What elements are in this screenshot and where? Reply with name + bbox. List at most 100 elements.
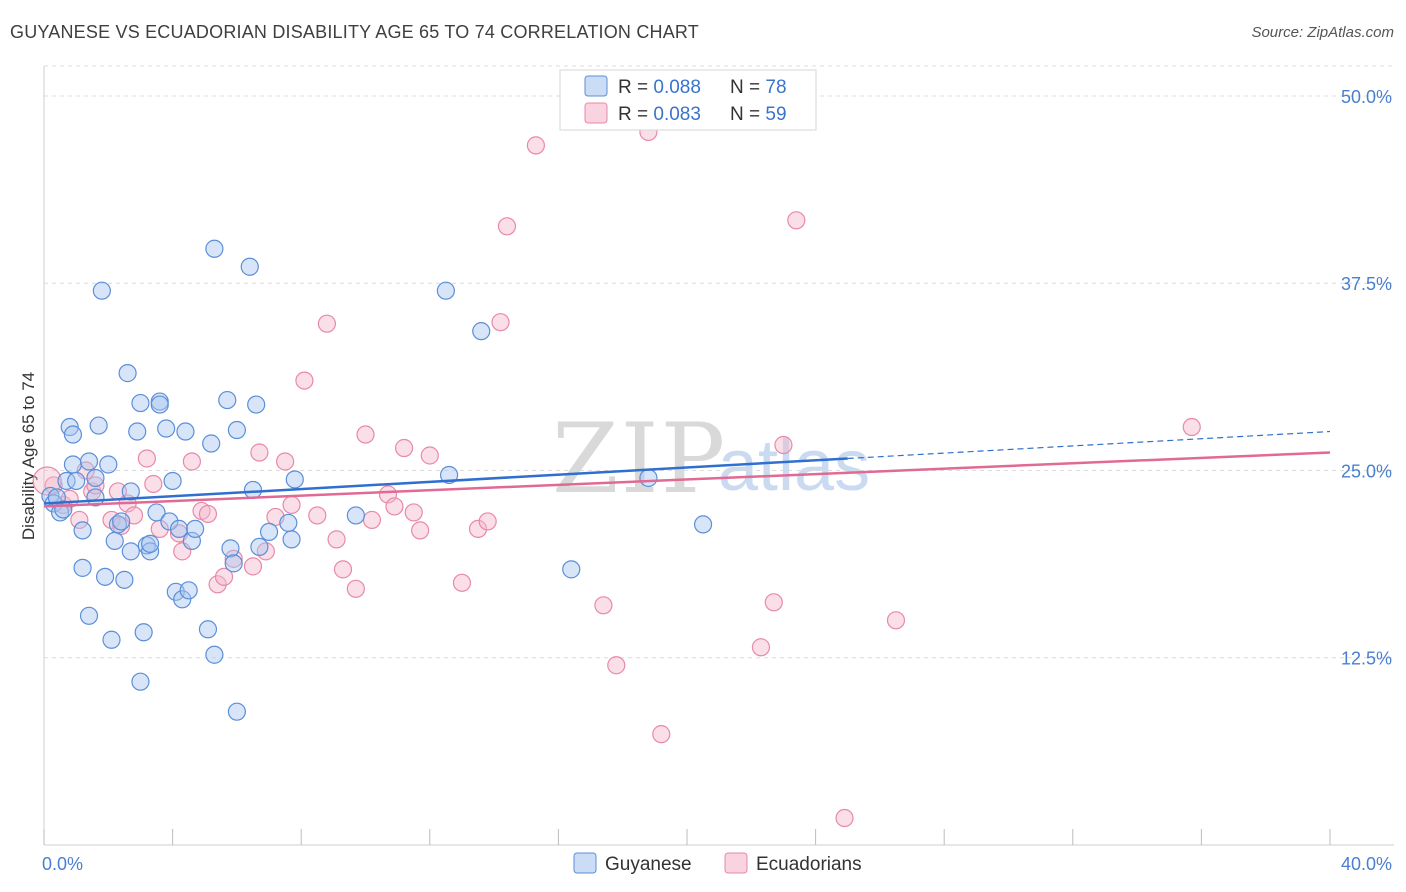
guyanese-point bbox=[693, 515, 713, 534]
ecuadorians-point bbox=[478, 512, 497, 531]
ecuadorians-point bbox=[144, 474, 163, 494]
svg-text:N = 78: N = 78 bbox=[730, 77, 787, 98]
guyanese-point bbox=[169, 519, 189, 539]
ecuadorians-point bbox=[385, 497, 404, 516]
y-tick-label: 37.5% bbox=[1341, 274, 1392, 294]
guyanese-point bbox=[147, 503, 166, 522]
guyanese-point bbox=[227, 420, 246, 440]
ecuadorians-point bbox=[1182, 417, 1201, 437]
guyanese-point bbox=[205, 239, 224, 258]
ecuadorians-point bbox=[394, 438, 414, 458]
guyanese-point bbox=[639, 468, 658, 488]
ecuadorians-point bbox=[250, 443, 269, 462]
ecuadorians-point bbox=[652, 725, 671, 744]
guyanese-point bbox=[259, 522, 279, 542]
guyanese-point bbox=[134, 623, 153, 642]
guyanese-point bbox=[73, 521, 92, 540]
ecuadorians-point bbox=[452, 573, 472, 592]
ecuadorians-point bbox=[607, 656, 626, 675]
chart-source: Source: ZipAtlas.com bbox=[1251, 24, 1394, 41]
guyanese-point bbox=[121, 482, 140, 501]
guyanese-point bbox=[150, 395, 169, 414]
ecuadorians-point bbox=[764, 593, 783, 612]
guyanese-point bbox=[157, 419, 176, 438]
guyanese-point bbox=[176, 422, 195, 441]
guyanese-point bbox=[105, 531, 124, 550]
guyanese-point bbox=[173, 590, 192, 609]
guyanese-point bbox=[115, 570, 134, 589]
guyanese-point bbox=[79, 606, 99, 625]
series-legend-swatch-ecuadorians[interactable] bbox=[724, 852, 748, 874]
guyanese-point bbox=[227, 702, 246, 721]
guyanese-point bbox=[67, 471, 86, 491]
guyanese-point bbox=[282, 530, 301, 549]
guyanese-point bbox=[63, 455, 83, 474]
guyanese-point bbox=[118, 364, 137, 383]
legend-n-label-ecuadorians: N = bbox=[730, 104, 765, 125]
legend-swatch-guyanese bbox=[584, 75, 608, 97]
guyanese-point bbox=[73, 558, 92, 577]
guyanese-point bbox=[439, 465, 459, 485]
legend-r-label-ecuadorians: R = bbox=[618, 104, 653, 125]
y-axis-label: Disability Age 65 to 74 bbox=[19, 372, 38, 540]
guyanese-point bbox=[131, 672, 150, 691]
ecuadorians-point bbox=[243, 557, 263, 576]
ecuadorians-point bbox=[276, 452, 295, 471]
legend-n-label-guyanese: N = bbox=[730, 77, 765, 98]
ecuadorians-point bbox=[886, 611, 906, 630]
guyanese-point bbox=[179, 581, 198, 600]
guyanese-point bbox=[108, 515, 128, 534]
trend-lines bbox=[43, 430, 1331, 508]
guyanese-point bbox=[121, 542, 140, 561]
series-legend-label-guyanese[interactable]: Guyanese bbox=[605, 854, 692, 875]
x-tick-label-min: 0.0% bbox=[42, 854, 83, 874]
svg-text:R = 0.083: R = 0.083 bbox=[618, 104, 701, 125]
guyanese-point bbox=[163, 471, 182, 491]
guyanese-point bbox=[128, 422, 147, 441]
guyanese-point bbox=[57, 471, 76, 491]
guyanese-point bbox=[285, 470, 304, 489]
ecuadorians-point bbox=[295, 371, 314, 390]
series-legend-label-ecuadorians[interactable]: Ecuadorians bbox=[756, 854, 862, 875]
ecuadorians-point bbox=[317, 314, 337, 333]
guyanese-point bbox=[131, 393, 150, 413]
ecuadorians-point bbox=[362, 510, 382, 530]
ecuadorians-point bbox=[327, 530, 346, 549]
ecuadorians-point bbox=[526, 136, 545, 155]
guyanese-point bbox=[95, 567, 115, 586]
guyanese-point bbox=[182, 531, 201, 550]
ecuadorians-point bbox=[594, 596, 613, 615]
series-legend: Guyanese Ecuadorians bbox=[573, 852, 862, 875]
guyanese-point bbox=[92, 281, 111, 300]
ecuadorians-point bbox=[356, 425, 375, 444]
watermark-atlas: atlas bbox=[718, 426, 870, 506]
ecuadorians-point bbox=[491, 313, 510, 332]
y-tick-label: 25.0% bbox=[1341, 461, 1392, 481]
ecuadorians-point bbox=[70, 510, 89, 530]
guyanese-point bbox=[562, 560, 581, 579]
guyanese-trend-extension bbox=[847, 430, 1331, 460]
ecuadorians-point bbox=[333, 560, 353, 579]
x-ticks bbox=[43, 829, 1331, 845]
guyanese-point bbox=[279, 513, 298, 533]
x-tick-label-max: 40.0% bbox=[1341, 854, 1392, 874]
legend-swatch-ecuadorians bbox=[584, 102, 608, 124]
guyanese-point bbox=[218, 390, 237, 410]
chart-title: GUYANESE VS ECUADORIAN DISABILITY AGE 65… bbox=[10, 22, 699, 42]
series-legend-swatch-guyanese[interactable] bbox=[573, 852, 597, 874]
guyanese-point bbox=[436, 281, 455, 300]
guyanese-point bbox=[99, 455, 118, 474]
guyanese-point bbox=[240, 257, 259, 276]
guyanese-point bbox=[63, 425, 83, 444]
guyanese-point bbox=[202, 434, 221, 453]
y-tick-label: 12.5% bbox=[1341, 649, 1392, 669]
guyanese-point bbox=[50, 503, 70, 522]
guyanese-point bbox=[250, 537, 269, 556]
ecuadorians-point bbox=[182, 452, 201, 471]
guyanese-point bbox=[186, 519, 205, 539]
ecuadorians-point bbox=[411, 521, 430, 540]
guyanese-point bbox=[224, 554, 243, 573]
ecuadorians-point bbox=[774, 435, 793, 455]
ecuadorians-trend-line bbox=[43, 451, 1331, 508]
ecuadorians-point bbox=[282, 495, 301, 515]
